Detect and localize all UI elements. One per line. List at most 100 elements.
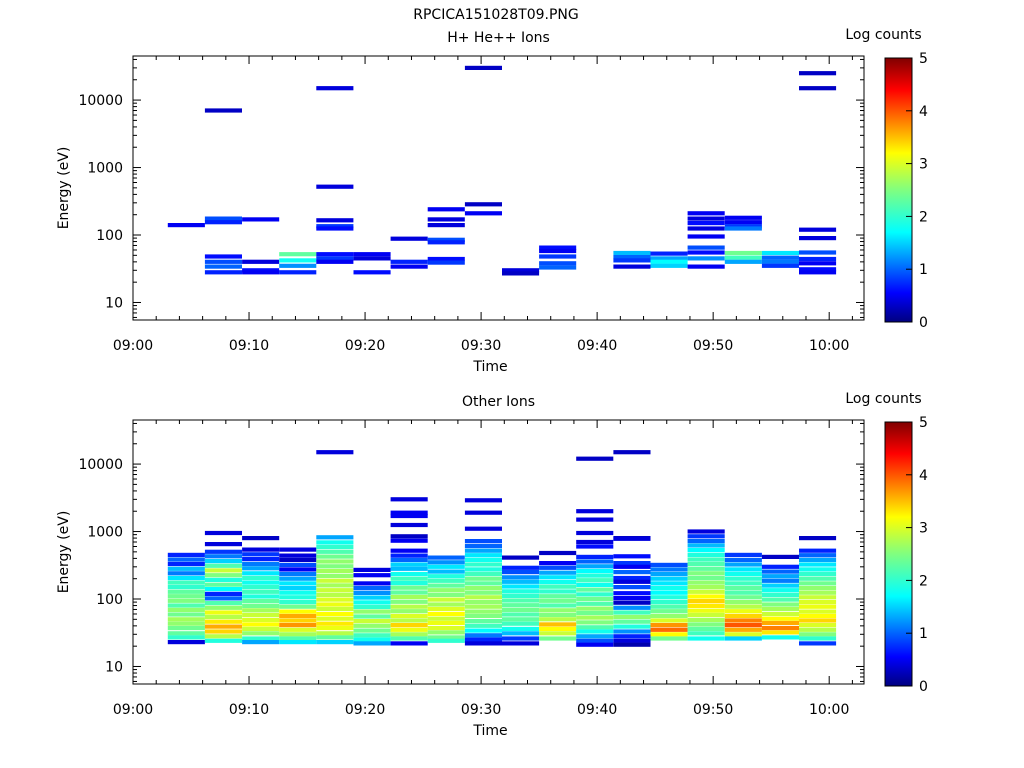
heatmap-cell	[428, 639, 465, 643]
heatmap-cell	[428, 612, 465, 616]
heatmap-cell	[651, 636, 688, 640]
heatmap-cell	[688, 234, 725, 238]
heatmap-cell	[391, 632, 428, 636]
y-tick-label: 10000	[78, 457, 123, 473]
heatmap-cell	[762, 574, 799, 578]
heatmap-cell	[576, 518, 613, 522]
heatmap-cell	[651, 600, 688, 604]
heatmap-cell	[539, 613, 576, 617]
heatmap-cell	[688, 562, 725, 566]
heatmap-cell	[725, 226, 762, 230]
heatmap-cell	[316, 631, 353, 635]
heatmap-cell	[613, 561, 650, 565]
heatmap-cell	[279, 605, 316, 609]
heatmap-cell	[242, 566, 279, 570]
heatmap-cell	[613, 629, 650, 633]
heatmap-cell	[354, 270, 391, 274]
heatmap-cell	[391, 539, 428, 543]
heatmap-cell	[428, 565, 465, 569]
heatmap-cell	[205, 254, 242, 258]
heatmap-cell	[428, 261, 465, 265]
heatmap-cell	[242, 552, 279, 556]
heatmap-cell	[242, 594, 279, 598]
heatmap-cell	[688, 226, 725, 230]
heatmap-cell	[465, 544, 502, 548]
heatmap-cell	[428, 207, 465, 211]
heatmap-cell	[539, 580, 576, 584]
heatmap-cell	[391, 614, 428, 618]
heatmap-cell	[799, 572, 836, 576]
heatmap-cell	[502, 584, 539, 588]
heatmap-cell	[799, 71, 836, 75]
y-axis-label: Energy (eV)	[56, 511, 72, 594]
heatmap-cell	[279, 554, 316, 558]
heatmap-cell	[391, 586, 428, 590]
heatmap-cell	[576, 629, 613, 633]
heatmap-cell	[428, 570, 465, 574]
heatmap-cell	[354, 256, 391, 260]
heatmap-cell	[576, 602, 613, 606]
heatmap-cell	[465, 527, 502, 531]
heatmap-cell	[279, 567, 316, 571]
heatmap-cell	[539, 594, 576, 598]
heatmap-cell	[168, 631, 205, 635]
heatmap-cell	[502, 570, 539, 574]
heatmap-cell	[391, 618, 428, 622]
y-axis-label: Energy (eV)	[56, 147, 72, 230]
heatmap-cell	[688, 581, 725, 585]
heatmap-cell	[725, 220, 762, 224]
heatmap-cell	[799, 549, 836, 553]
heatmap-cell	[205, 265, 242, 269]
heatmap-cell	[465, 641, 502, 645]
heatmap-cell	[725, 595, 762, 599]
heatmap-cell	[354, 596, 391, 600]
heatmap-cell	[613, 639, 650, 643]
x-tick-label: 09:00	[113, 338, 153, 354]
heatmap-cell	[168, 603, 205, 607]
heatmap-cell	[651, 260, 688, 264]
heatmap-cell	[799, 250, 836, 254]
x-tick-label: 09:40	[577, 702, 617, 718]
heatmap-cell	[354, 629, 391, 633]
heatmap-cell	[539, 636, 576, 640]
heatmap-cell	[688, 221, 725, 225]
heatmap-cell	[354, 591, 391, 595]
heatmap-cell	[725, 609, 762, 613]
heatmap-cell	[613, 580, 650, 584]
heatmap-cell	[799, 628, 836, 632]
heatmap-cell	[725, 567, 762, 571]
heatmap-cell	[242, 562, 279, 566]
heatmap-cell	[502, 631, 539, 635]
heatmap-cell	[613, 620, 650, 624]
x-tick-label: 09:20	[345, 338, 385, 354]
heatmap-cell	[613, 634, 650, 638]
heatmap-cell	[651, 595, 688, 599]
heatmap-cell	[799, 618, 836, 622]
heatmap-cell	[799, 623, 836, 627]
heatmap-cell	[465, 558, 502, 562]
heatmap-cell	[205, 542, 242, 546]
heatmap-cell	[316, 574, 353, 578]
heatmap-cell	[688, 548, 725, 552]
heatmap-cell	[242, 260, 279, 264]
heatmap-cell	[799, 586, 836, 590]
heatmap-cell	[205, 270, 242, 274]
heatmap-cell	[316, 252, 353, 256]
heatmap-cell	[576, 578, 613, 582]
heatmap-cell	[539, 599, 576, 603]
heatmap-cell	[762, 607, 799, 611]
heatmap-cell	[279, 264, 316, 268]
heatmap-cell	[688, 211, 725, 215]
heatmap-cell	[391, 572, 428, 576]
heatmap-cell	[502, 598, 539, 602]
heatmap-cell	[428, 602, 465, 606]
heatmap-cell	[725, 256, 762, 260]
heatmap-cell	[613, 610, 650, 614]
heatmap-cell	[465, 562, 502, 566]
heatmap-cell	[762, 251, 799, 255]
heatmap-cell	[688, 576, 725, 580]
heatmap-cell	[725, 605, 762, 609]
heatmap-cell	[651, 618, 688, 622]
heatmap-cell	[539, 254, 576, 258]
heatmap-cell	[316, 564, 353, 568]
